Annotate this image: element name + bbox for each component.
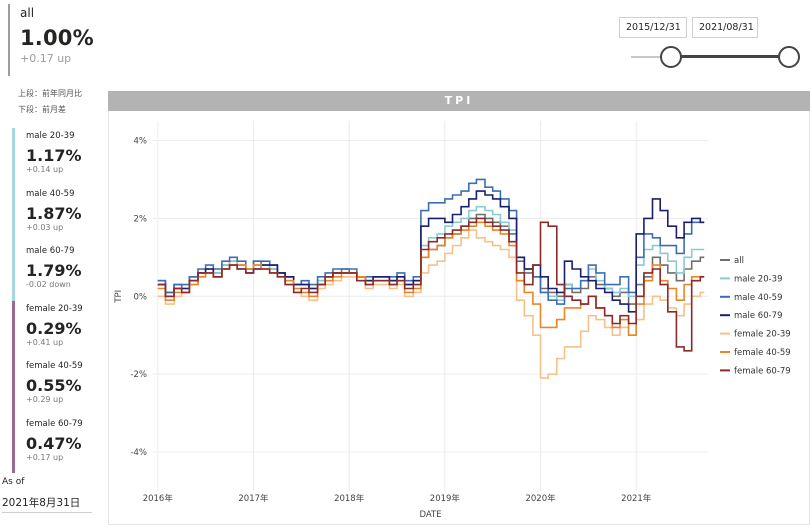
- card-delta: -0.02 down: [26, 280, 71, 289]
- y-axis-title: TPI: [114, 290, 124, 304]
- x-tick-label: 2018年: [334, 493, 365, 504]
- card-male-40-59: male 40-59 1.87% +0.03 up: [12, 185, 98, 243]
- card-value: 1.87%: [26, 203, 82, 223]
- legend-label: male 60-79: [734, 311, 782, 321]
- y-tick-label: -4%: [130, 448, 147, 458]
- card-delta: +0.14 up: [26, 165, 64, 174]
- card-female-60-79: female 60-79 0.47% +0.17 up: [12, 415, 98, 473]
- tpi-line-chart: 2016年 2017年 2018年 2019年 2020年 2021年 4% 2% 0% -2% -…: [114, 121, 791, 520]
- card-value: 0.55%: [26, 376, 82, 395]
- card-delta: +0.29 up: [26, 395, 64, 404]
- legend-note: 上段：前年同月比 下段：前月差: [18, 86, 82, 118]
- series-line-female-60-79: [157, 217, 705, 352]
- date-slider-end-handle[interactable]: [778, 46, 800, 68]
- card-value: 1.17%: [26, 146, 82, 165]
- card-female-40-59: female 40-59 0.55% +0.29 up: [12, 358, 98, 416]
- card-delta: +0.17 up: [26, 452, 64, 462]
- card-delta: +0.03 up: [26, 222, 64, 232]
- legend-note-line2: 下段：前月差: [18, 105, 66, 114]
- y-tick-label: -2%: [130, 370, 147, 380]
- headline-name: all: [20, 6, 35, 20]
- date-slider-start-handle[interactable]: [660, 46, 682, 68]
- card-name: female 40-59: [26, 361, 83, 371]
- legend-label: female 40-59: [734, 348, 791, 358]
- legend-label: female 60-79: [734, 366, 791, 376]
- card-name: male 40-59: [26, 188, 75, 199]
- x-tick-label: 2016年: [143, 493, 174, 504]
- chart-frame: [108, 111, 810, 525]
- x-tick-label: 2019年: [430, 493, 461, 504]
- card-name: female 60-79: [26, 418, 83, 429]
- card-name: female 20-39: [26, 303, 83, 314]
- series-line-male-60-79: [157, 190, 705, 313]
- date-start-input[interactable]: 2015/12/31: [619, 17, 687, 38]
- card-delta: +0.41 up: [26, 337, 64, 347]
- legend-label: male 40-59: [734, 293, 782, 303]
- x-tick-label: 2017年: [238, 493, 269, 504]
- x-axis-title: DATE: [419, 510, 441, 520]
- series-line-all: [157, 213, 705, 305]
- series-line-male-20-39: [157, 205, 705, 301]
- card-name: male 20-39: [26, 131, 75, 141]
- x-tick-label: 2020年: [525, 493, 556, 504]
- card-value: 1.79%: [26, 261, 82, 280]
- legend-label: female 20-39: [734, 330, 791, 340]
- date-slider-range: [671, 55, 789, 58]
- card-value: 0.47%: [26, 433, 82, 453]
- date-end-input[interactable]: 2021/08/31: [692, 17, 758, 38]
- headline-delta: +0.17 up: [20, 52, 72, 65]
- y-tick-label: 4%: [134, 136, 148, 146]
- card-value: 0.29%: [26, 318, 82, 338]
- x-tick-label: 2021年: [621, 493, 652, 504]
- as-of-date: 2021年8月31日: [2, 495, 92, 513]
- legend-label: all: [734, 256, 744, 266]
- series-line-female-40-59: [157, 221, 705, 336]
- series-cards: male 20-39 1.17% +0.14 up male 40-59 1.8…: [12, 128, 98, 473]
- y-tick-label: 2%: [134, 214, 148, 224]
- card-female-20-39: female 20-39 0.29% +0.41 up: [12, 300, 98, 358]
- card-male-60-79: male 60-79 1.79% -0.02 down: [12, 243, 98, 301]
- headline-card: all 1.00% +0.17 up: [8, 4, 100, 76]
- as-of-label: As of: [2, 477, 25, 487]
- legend-label: male 20-39: [734, 274, 782, 284]
- card-male-20-39: male 20-39 1.17% +0.14 up: [12, 128, 98, 186]
- chart-title: TPI: [108, 91, 810, 111]
- headline-value: 1.00%: [20, 26, 94, 50]
- legend-note-line1: 上段：前年同月比: [18, 89, 82, 98]
- card-name: male 60-79: [26, 246, 75, 256]
- y-tick-label: 0%: [134, 292, 148, 302]
